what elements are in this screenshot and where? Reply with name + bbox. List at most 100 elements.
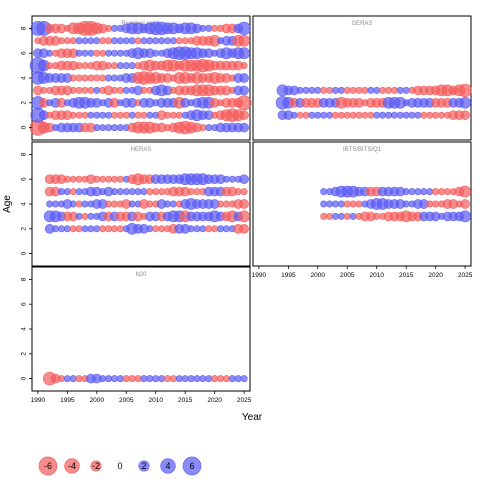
residual-bubble: [460, 199, 470, 209]
residual-bubble: [181, 375, 189, 383]
residual-bubble: [343, 86, 351, 94]
residual-bubble: [87, 74, 95, 82]
residual-bubble: [175, 111, 183, 119]
residual-bubble: [175, 37, 183, 45]
residual-bubble: [164, 375, 172, 383]
residual-bubble: [217, 375, 225, 383]
residual-bubble: [81, 111, 89, 119]
residual-bubble: [326, 212, 334, 220]
residual-bubble: [110, 200, 118, 208]
residual-bubble: [234, 375, 242, 383]
residual-bubble: [146, 375, 154, 383]
residual-bubble: [337, 86, 345, 94]
residual-bubble: [187, 375, 195, 383]
residual-bubble: [390, 86, 398, 94]
panel-title: IBTS/BITS/Q1: [343, 147, 382, 153]
residual-bubble: [93, 111, 101, 119]
legend-label: 0: [117, 461, 122, 471]
residual-bubble: [46, 62, 54, 70]
y-tick-label: 8: [21, 152, 28, 156]
y-axis-label: Age: [2, 195, 13, 213]
residual-bubble: [193, 375, 201, 383]
residual-bubble: [52, 200, 60, 208]
residual-bubble: [432, 200, 440, 208]
residual-bubble: [122, 86, 130, 94]
x-tick-label: 2025: [458, 272, 473, 279]
residual-bubble: [152, 49, 160, 57]
residual-bubble: [105, 124, 113, 132]
residual-bubble: [239, 199, 249, 209]
residual-bubble: [110, 124, 118, 132]
residual-bubble: [239, 122, 249, 133]
y-tick-label: 4: [21, 76, 28, 80]
residual-bubble: [57, 225, 65, 233]
residual-bubble: [308, 111, 316, 119]
residual-bubble: [75, 111, 83, 119]
residual-bubble: [169, 375, 177, 383]
residual-bubble: [69, 200, 77, 208]
residual-bubble: [110, 86, 118, 94]
residual-bubble: [239, 85, 249, 96]
residual-bubble: [408, 188, 416, 196]
y-tick-label: 2: [21, 101, 28, 105]
residual-bubble: [99, 49, 107, 57]
residual-bubble: [69, 175, 77, 183]
residual-bubble: [402, 200, 410, 208]
x-tick-label: 1990: [31, 397, 46, 404]
residual-bubble: [343, 212, 351, 220]
residual-bubble: [343, 200, 351, 208]
x-tick-label: 2005: [340, 272, 355, 279]
residual-bubble: [110, 175, 118, 183]
residual-bubble: [110, 375, 118, 383]
residual-bubble: [459, 210, 471, 223]
residual-bubble: [63, 225, 71, 233]
residual-bubble: [296, 86, 304, 94]
residual-bubble: [169, 111, 177, 119]
residual-bubble: [240, 62, 248, 70]
residual-bubble: [234, 188, 242, 196]
residual-bubble: [63, 188, 71, 196]
x-tick-label: 2020: [207, 397, 222, 404]
residual-bubble: [69, 188, 77, 196]
legend-label: -4: [68, 461, 76, 471]
y-tick-label: 6: [21, 51, 28, 55]
residual-bubble: [164, 111, 172, 119]
residual-bubble: [122, 375, 130, 383]
residual-bubble: [146, 200, 154, 208]
residual-bubble: [240, 188, 248, 196]
residual-bubble: [337, 200, 345, 208]
residual-bubble: [105, 49, 113, 57]
residual-bubble: [331, 212, 339, 220]
residual-bubble: [57, 37, 65, 45]
residual-bubble: [337, 212, 345, 220]
residual-bubble: [158, 37, 166, 45]
residual-bubble: [367, 111, 375, 119]
residual-bubble: [116, 86, 124, 94]
residual-bubble: [367, 86, 375, 94]
panel-residual-catch: Residual catch: [29, 15, 252, 141]
residual-bubble: [128, 188, 136, 196]
residual-bubble: [217, 200, 225, 208]
x-tick-label: 2000: [311, 272, 326, 279]
residual-bubble: [99, 225, 107, 233]
residual-bubble: [438, 188, 446, 196]
residual-bubble: [361, 86, 369, 94]
y-tick-label: 0: [21, 125, 28, 129]
legend-bubble: [90, 460, 102, 472]
residual-bubble: [385, 86, 393, 94]
residual-bubble: [152, 375, 160, 383]
residual-bubble: [236, 95, 252, 111]
residual-bubble: [211, 225, 219, 233]
residual-bubble: [75, 62, 83, 70]
axes-group: 0 2 4 6 8 0 2 4 6 8 0 2 4 6 8 1990 1995 2000 2005 2010 2015 2…: [21, 26, 473, 404]
panel-frame: [252, 15, 472, 141]
x-tick-label: 2010: [148, 397, 163, 404]
residual-bubble: [99, 175, 107, 183]
residual-bubble: [93, 49, 101, 57]
residual-bubble: [314, 111, 322, 119]
residual-bubble: [93, 74, 101, 82]
residual-bubble: [205, 225, 213, 233]
residual-bubble: [110, 37, 118, 45]
residual-bubble: [93, 175, 101, 183]
